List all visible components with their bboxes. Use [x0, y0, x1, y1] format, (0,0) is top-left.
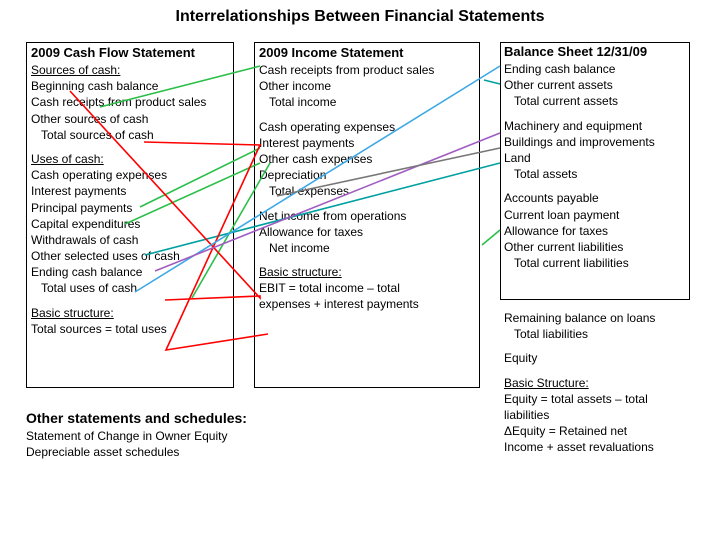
cashflow-line: Total sources of cash — [27, 127, 233, 143]
cashflow-line: Interest payments — [27, 183, 233, 199]
balance-tail: Remaining balance on loans Total liabili… — [500, 310, 700, 456]
balance-header: Balance Sheet 12/31/09 — [500, 42, 690, 61]
cashflow-line: Other sources of cash — [27, 111, 233, 127]
other-line: Statement of Change in Owner Equity — [26, 428, 346, 444]
income-line: Net income — [255, 240, 479, 256]
balance-basic: liabilities — [500, 407, 700, 423]
income-line: Depreciation — [255, 167, 479, 183]
connector-green — [482, 230, 500, 245]
cashflow-line: Withdrawals of cash — [27, 232, 233, 248]
balance-line: Ending cash balance — [500, 61, 690, 77]
balance-box: Balance Sheet 12/31/09 Ending cash balan… — [500, 42, 690, 272]
cashflow-box: 2009 Cash Flow Statement Sources of cash… — [26, 42, 234, 388]
balance-basic: Equity = total assets – total — [500, 391, 700, 407]
cashflow-line: Cash operating expenses — [27, 167, 233, 183]
income-line: Cash receipts from product sales — [255, 62, 479, 78]
income-line: Total income — [255, 94, 479, 110]
cashflow-line: Cash receipts from product sales — [27, 94, 233, 110]
balance-line: Total current assets — [500, 93, 690, 109]
balance-line: Total assets — [500, 166, 690, 182]
income-line: Other cash expenses — [255, 151, 479, 167]
balance-line: Machinery and equipment — [500, 118, 690, 134]
income-header: 2009 Income Statement — [255, 43, 479, 62]
balance-line: Total current liabilities — [500, 255, 690, 271]
cashflow-line: Other selected uses of cash — [27, 248, 233, 264]
balance-line: Land — [500, 150, 690, 166]
connector-teal — [484, 80, 500, 84]
balance-line: Allowance for taxes — [500, 223, 690, 239]
balance-line: Buildings and improvements — [500, 134, 690, 150]
cashflow-basic: Total sources = total uses — [27, 321, 233, 337]
income-basic: EBIT = total income – total — [255, 280, 479, 296]
balance-line: Other current liabilities — [500, 239, 690, 255]
income-line: Other income — [255, 78, 479, 94]
income-basic-heading: Basic structure: — [255, 264, 479, 280]
other-header: Other statements and schedules: — [26, 410, 346, 426]
income-line: Net income from operations — [255, 208, 479, 224]
cashflow-line: Beginning cash balance — [27, 78, 233, 94]
balance-basic-heading: Basic Structure: — [500, 375, 700, 391]
balance-basic: Income + asset revaluations — [500, 439, 700, 455]
cashflow-line: Principal payments — [27, 200, 233, 216]
income-line: Allowance for taxes — [255, 224, 479, 240]
cashflow-line: Total uses of cash — [27, 280, 233, 296]
income-box: 2009 Income Statement Cash receipts from… — [254, 42, 480, 388]
cashflow-header: 2009 Cash Flow Statement — [27, 43, 233, 62]
page-title: Interrelationships Between Financial Sta… — [0, 8, 720, 26]
other-section: Other statements and schedules: Statemen… — [26, 410, 346, 460]
cashflow-uses-heading: Uses of cash: — [27, 151, 233, 167]
cashflow-line: Ending cash balance — [27, 264, 233, 280]
balance-line: Current loan payment — [500, 207, 690, 223]
balance-basic: ΔEquity = Retained net — [500, 423, 700, 439]
balance-line: Remaining balance on loans — [500, 310, 700, 326]
other-line: Depreciable asset schedules — [26, 444, 346, 460]
income-line: Cash operating expenses — [255, 119, 479, 135]
cashflow-sources-heading: Sources of cash: — [27, 62, 233, 78]
income-basic: expenses + interest payments — [255, 296, 479, 312]
income-line: Total expenses — [255, 183, 479, 199]
cashflow-line: Capital expenditures — [27, 216, 233, 232]
balance-equity: Equity — [500, 350, 700, 366]
balance-line: Total liabilities — [500, 326, 700, 342]
cashflow-basic-heading: Basic structure: — [27, 305, 233, 321]
balance-line: Other current assets — [500, 77, 690, 93]
balance-line: Accounts payable — [500, 190, 690, 206]
income-line: Interest payments — [255, 135, 479, 151]
